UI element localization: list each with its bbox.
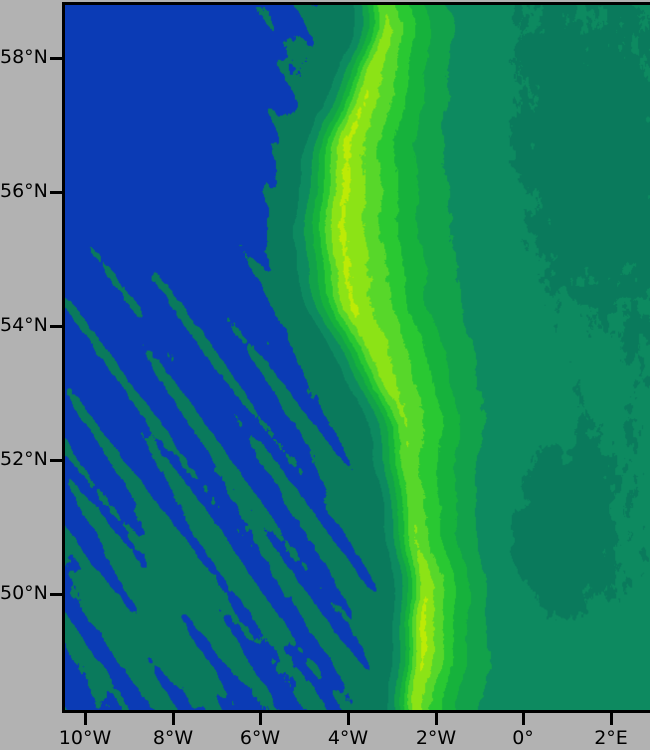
y-tick-mark	[50, 57, 62, 60]
x-tick-label: 10°W	[58, 727, 112, 749]
x-tick-mark	[259, 713, 262, 725]
y-tick-mark	[50, 593, 62, 596]
axis-spine-left	[62, 2, 65, 713]
axis-spine-top	[62, 2, 650, 5]
x-tick-mark	[347, 713, 350, 725]
x-tick-label: 2°W	[415, 727, 457, 749]
x-tick-label: 0°	[512, 727, 534, 749]
x-tick-mark	[522, 713, 525, 725]
x-tick-mark	[84, 713, 87, 725]
x-tick-mark	[435, 713, 438, 725]
axis-spine-bottom	[62, 710, 650, 713]
y-tick-mark	[50, 459, 62, 462]
x-tick-mark	[610, 713, 613, 725]
y-tick-label: 52°N	[0, 448, 48, 470]
y-tick-label: 54°N	[0, 314, 48, 336]
x-tick-mark	[172, 713, 175, 725]
x-tick-label: 8°W	[152, 727, 194, 749]
y-tick-mark	[50, 191, 62, 194]
y-tick-mark	[50, 325, 62, 328]
map-plot-area[interactable]	[62, 2, 650, 710]
x-tick-label: 6°W	[239, 727, 281, 749]
y-tick-label: 56°N	[0, 180, 48, 202]
x-tick-label: 4°W	[327, 727, 369, 749]
x-tick-label: 2°E	[594, 727, 628, 749]
contour-field-canvas	[65, 5, 650, 710]
y-tick-label: 58°N	[0, 46, 48, 68]
y-tick-label: 50°N	[0, 582, 48, 604]
